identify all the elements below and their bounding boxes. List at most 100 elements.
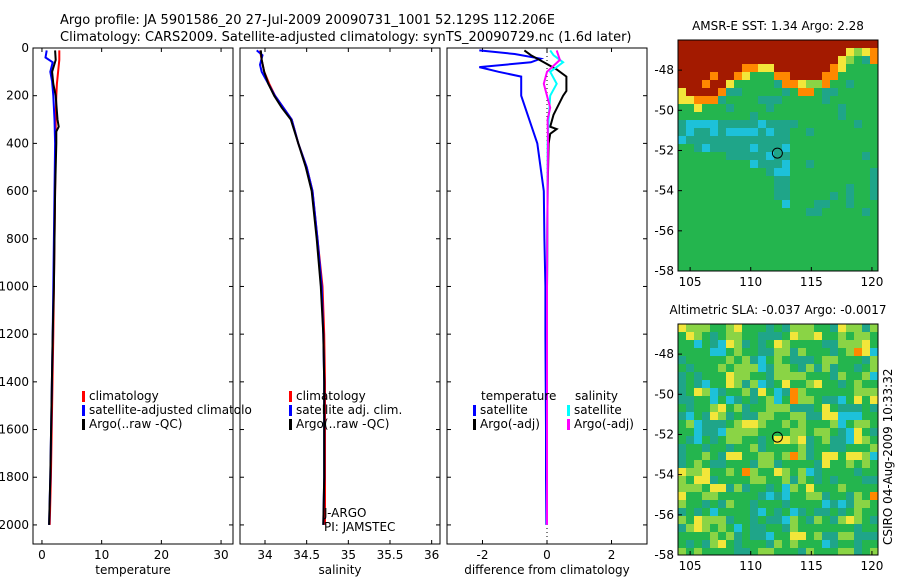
sla-map-cell	[742, 516, 751, 525]
sst-map-cell	[806, 160, 815, 169]
sla-map-cell	[854, 404, 863, 413]
sst-map-cell	[750, 248, 759, 257]
sst-map-cell	[814, 184, 823, 193]
sla-map-cell	[742, 324, 751, 333]
sla-map-cell	[830, 404, 839, 413]
sla-map-cell	[790, 436, 799, 445]
sla-map-cell	[798, 492, 807, 501]
sst-map-cell	[822, 104, 831, 113]
sst-map-cell	[702, 232, 711, 241]
sst-map-cell	[846, 152, 855, 161]
sst-map-cell	[782, 208, 791, 217]
sst-map-cell	[862, 144, 871, 153]
sst-map-cell	[702, 136, 711, 145]
sst-map-cell	[830, 80, 839, 89]
sst-map-cell	[870, 168, 879, 177]
sla-map-cell	[782, 500, 791, 509]
sla-map-cell	[774, 532, 783, 541]
sla-map-cell	[750, 356, 759, 365]
sla-map-cell	[838, 356, 847, 365]
sla-map-cell	[862, 532, 871, 541]
sla-map-cell	[766, 452, 775, 461]
sst-map-cell	[718, 152, 727, 161]
sst-map-cell	[686, 168, 695, 177]
sst-map-cell	[726, 192, 735, 201]
sst-map-cell	[790, 184, 799, 193]
sst-map-cell	[678, 232, 687, 241]
sla-map-cell	[782, 340, 791, 349]
sla-map-xtick-label: 115	[800, 559, 823, 573]
sst-map-cell	[822, 80, 831, 89]
sst-map-cell	[710, 56, 719, 65]
sla-map-cell	[750, 348, 759, 357]
sla-map-cell	[750, 484, 759, 493]
sla-map-cell	[694, 332, 703, 341]
sst-map-cell	[766, 248, 775, 257]
sla-map-cell	[694, 468, 703, 477]
sst-map-cell	[686, 40, 695, 49]
sla-map-cell	[718, 436, 727, 445]
sst-map-cell	[734, 192, 743, 201]
sst-map-cell	[758, 232, 767, 241]
sst-map-cell	[814, 200, 823, 209]
sst-map-cell	[718, 184, 727, 193]
sla-map-cell	[822, 412, 831, 421]
sla-map-cell	[798, 460, 807, 469]
sla-map-cell	[822, 540, 831, 549]
sst-map-cell	[854, 256, 863, 265]
difference-xtick-label: 0	[543, 548, 551, 562]
sla-map-cell	[726, 388, 735, 397]
sst-map-cell	[838, 224, 847, 233]
sla-map-cell	[846, 388, 855, 397]
sst-map-cell	[862, 240, 871, 249]
sla-map-cell	[846, 540, 855, 549]
sla-map-cell	[734, 396, 743, 405]
sla-map-cell	[774, 444, 783, 453]
sla-map-cell	[806, 388, 815, 397]
sst-map-cell	[694, 248, 703, 257]
sst-map-cell	[806, 112, 815, 121]
sla-map-cell	[710, 500, 719, 509]
sla-map-cell	[678, 500, 687, 509]
sla-map-cell	[854, 524, 863, 533]
sst-map-cell	[758, 88, 767, 97]
sst-map-cell	[734, 48, 743, 57]
sla-map-cell	[782, 452, 791, 461]
sst-map-cell	[830, 104, 839, 113]
sst-map-cell	[710, 96, 719, 105]
sla-map-cell	[766, 548, 775, 556]
sla-map-cell	[814, 332, 823, 341]
sst-map-cell	[710, 168, 719, 177]
sst-map-cell	[742, 224, 751, 233]
sst-map-cell	[718, 80, 727, 89]
temperature-xtick-label: 20	[154, 548, 169, 562]
sla-map-cell	[766, 460, 775, 469]
sst-map-cell	[742, 256, 751, 265]
sla-map-cell	[726, 436, 735, 445]
sla-map-cell	[846, 508, 855, 517]
sst-map-cell	[838, 176, 847, 185]
sst-map-cell	[742, 248, 751, 257]
sst-map-cell	[862, 72, 871, 81]
sla-map-cell	[846, 348, 855, 357]
sst-map-cell	[742, 136, 751, 145]
sst-map-cell	[694, 136, 703, 145]
sla-map-cell	[678, 404, 687, 413]
sst-map-cell	[806, 40, 815, 49]
sla-map-cell	[830, 380, 839, 389]
sla-map-cell	[742, 332, 751, 341]
sst-map-cell	[726, 72, 735, 81]
sst-map-cell	[782, 88, 791, 97]
sst-map-cell	[838, 192, 847, 201]
temperature-ytick-label: 1800	[0, 470, 29, 484]
sla-map-cell	[774, 380, 783, 389]
sla-map-cell	[830, 436, 839, 445]
sla-map-cell	[846, 460, 855, 469]
sst-map-cell	[862, 136, 871, 145]
sla-map-cell	[822, 332, 831, 341]
sla-map-cell	[710, 516, 719, 525]
sst-map-cell	[822, 120, 831, 129]
sst-map-cell	[822, 208, 831, 217]
sla-map-cell	[790, 356, 799, 365]
sst-map-cell	[742, 232, 751, 241]
